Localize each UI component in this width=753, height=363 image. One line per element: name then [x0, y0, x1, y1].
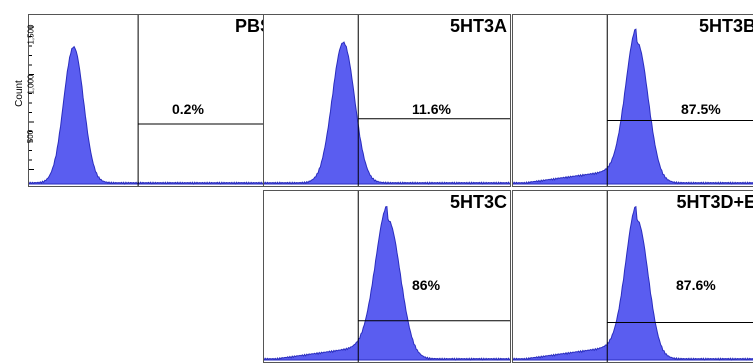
panel-5ht3b: 5HT3B 87.5% [512, 14, 753, 187]
panel-5ht3a: 5HT3A 11.6% [263, 14, 511, 187]
histogram-svg [29, 15, 275, 186]
histogram-svg [513, 191, 753, 362]
panel-title: 5HT3B [698, 16, 753, 36]
gate-percentage: 86% [412, 277, 441, 293]
gate-percentage: 87.6% [676, 277, 716, 293]
panel-pbs: PBS 0.2% [28, 14, 276, 187]
flow-histogram-figure: PBS 0.2% 5HT3A 11.6% 5HT3B 87.5% 5HT3C 8… [13, 14, 753, 363]
panel-title: 5HT3A [449, 16, 507, 36]
y-tick-label: 1,000 [26, 74, 36, 95]
panel-title: 5HT3D+E [676, 192, 753, 212]
histogram-svg [264, 191, 510, 362]
histogram-svg [264, 15, 510, 186]
panel-5ht3c: 5HT3C 86% [263, 190, 511, 363]
histogram-svg [513, 15, 753, 186]
gate-percentage: 87.5% [681, 101, 721, 117]
panel-title: 5HT3C [449, 192, 507, 212]
histogram-area [264, 41, 510, 185]
histogram-area [264, 206, 510, 361]
histogram-area [513, 28, 753, 185]
gate-percentage: 11.6% [412, 101, 451, 117]
histogram-area [513, 205, 753, 361]
y-tick-label: 1,500 [26, 24, 36, 45]
panel-5ht3de: 5HT3D+E 87.6% [512, 190, 753, 363]
y-axis-label: Count [13, 80, 25, 107]
y-tick-label: 500 [26, 129, 36, 144]
panel-title: PBS [234, 16, 272, 36]
gate-percentage: 0.2% [172, 101, 204, 117]
histogram-area [29, 45, 275, 185]
